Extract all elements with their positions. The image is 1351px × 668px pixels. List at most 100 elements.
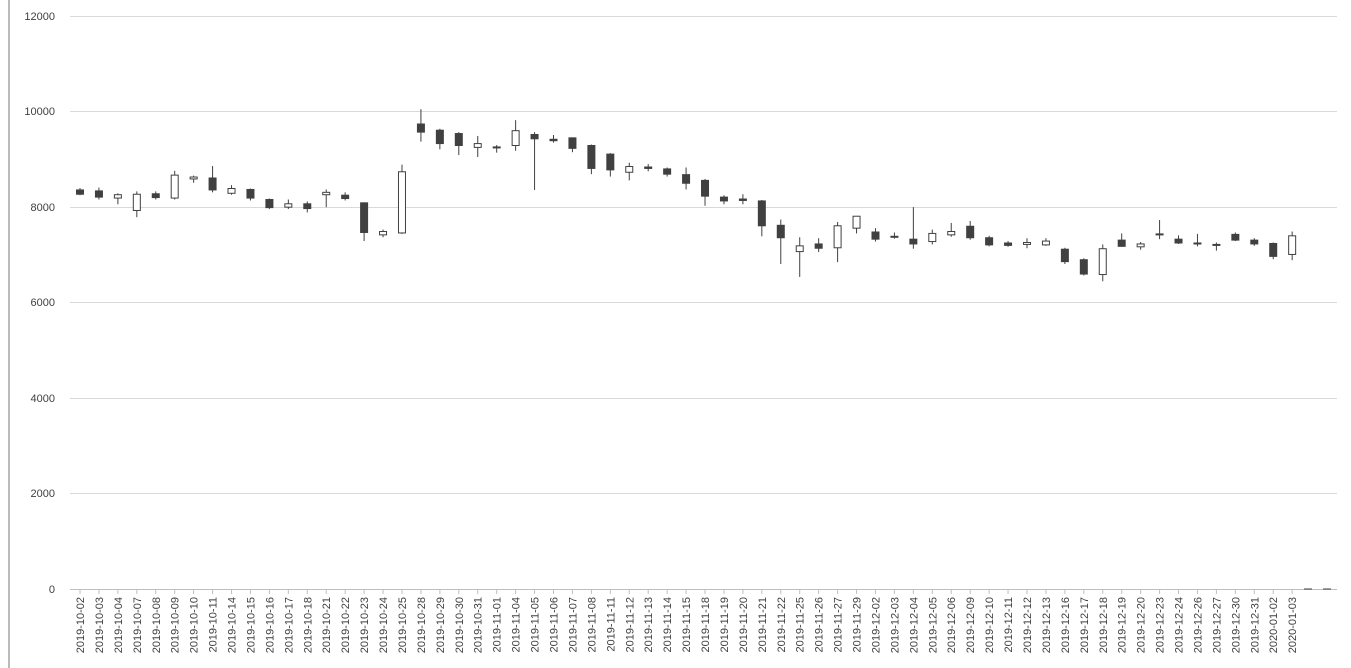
candle: [1212, 242, 1221, 251]
candle: [1269, 242, 1278, 260]
candle-body: [682, 174, 691, 184]
x-tick-label: 2019-12-11: [1003, 597, 1015, 652]
candle-body: [625, 166, 634, 173]
candle-body: [663, 168, 672, 175]
candle: [435, 128, 444, 150]
x-tick-label: 2019-11-29: [852, 597, 864, 652]
candle-body: [795, 245, 804, 253]
candle: [360, 202, 369, 242]
candle-body: [568, 137, 577, 149]
x-tick-label: 2019-10-31: [473, 597, 485, 653]
candle: [852, 215, 861, 234]
x-tick-label: 2019-10-22: [340, 597, 352, 653]
x-tick-label: 2019-12-27: [1211, 597, 1223, 653]
candle-body: [435, 129, 444, 145]
candle-body: [1288, 235, 1297, 255]
candle: [1250, 238, 1259, 246]
candle-body: [738, 198, 747, 201]
x-tick-label: 2019-10-04: [113, 597, 125, 653]
candle-body: [530, 134, 539, 140]
candle-body: [246, 188, 255, 199]
candle: [644, 164, 653, 172]
x-tick-label: 2019-11-19: [719, 597, 731, 652]
candle: [776, 219, 785, 265]
candle-body: [1023, 242, 1031, 245]
candle: [1079, 258, 1088, 276]
candle-body: [284, 203, 293, 208]
x-tick-label: 2019-10-15: [245, 597, 257, 653]
candle: [379, 229, 388, 238]
x-tick-label: 2019-10-23: [359, 597, 371, 653]
candle-body: [208, 177, 217, 191]
x-tick-label: 2019-10-08: [151, 597, 163, 653]
candle-body: [814, 243, 823, 249]
candle: [208, 166, 217, 193]
candle-body: [1004, 242, 1013, 246]
candle-body: [966, 225, 975, 239]
x-tick-label: 2019-10-10: [189, 597, 201, 653]
candle: [265, 198, 274, 210]
candle: [682, 167, 691, 190]
candle: [530, 132, 539, 190]
candle: [76, 188, 84, 196]
candle: [1136, 242, 1145, 250]
x-tick-label: 2019-12-30: [1230, 597, 1242, 653]
x-tick-label: 2019-12-13: [1041, 597, 1053, 653]
x-tick-label: 2019-11-06: [549, 597, 561, 652]
candle: [1004, 241, 1013, 247]
candle-body: [757, 200, 766, 227]
candle-body: [303, 203, 312, 210]
candle: [701, 178, 710, 206]
y-tick-label: 4000: [31, 393, 55, 405]
x-tick-label: 2019-12-04: [908, 597, 920, 653]
candle: [663, 167, 672, 177]
candle-body: [1231, 233, 1240, 241]
x-tick-label: 2019-12-19: [1117, 597, 1129, 653]
candle-body: [890, 235, 899, 238]
candle: [1098, 244, 1107, 282]
x-tick-label: 2020-01-02: [1268, 597, 1280, 653]
candle-body: [606, 153, 615, 171]
candle: [928, 229, 937, 245]
y-tick-label: 0: [49, 584, 55, 596]
candle-body: [360, 202, 369, 233]
candle-body: [587, 144, 596, 169]
candle-body: [511, 130, 520, 146]
x-tick-label: 2019-12-02: [870, 597, 882, 653]
candle-body: [189, 176, 198, 180]
candle: [833, 221, 842, 263]
candle: [871, 228, 880, 242]
candle-body: [833, 225, 842, 249]
candle: [1041, 238, 1050, 246]
candle: [303, 201, 312, 213]
candle-body: [132, 193, 141, 211]
candle-body: [94, 190, 103, 198]
x-tick-label: 2019-10-21: [321, 597, 333, 653]
candle: [795, 237, 804, 277]
x-tick-label: 2020-01-03: [1287, 597, 1299, 653]
candle-body: [473, 143, 482, 148]
x-tick-label: 2019-12-16: [1060, 597, 1072, 653]
candle: [549, 134, 558, 143]
x-tick-label: 2019-12-12: [1022, 597, 1034, 653]
candle: [1174, 235, 1183, 244]
candle: [511, 120, 520, 151]
candle-body: [947, 231, 956, 236]
candle: [151, 191, 160, 200]
candle-body: [397, 171, 406, 234]
candle: [625, 162, 634, 181]
x-tick-label: 2019-10-18: [302, 597, 314, 653]
x-tick-label: 2019-10-17: [283, 597, 295, 653]
candle: [492, 145, 501, 153]
y-tick-label: 8000: [31, 202, 55, 214]
candle: [966, 221, 975, 240]
candle-body: [1117, 239, 1126, 247]
x-tick-label: 2019-10-03: [94, 597, 106, 653]
x-tick-label: 2019-11-08: [586, 597, 598, 652]
candle: [1117, 233, 1126, 247]
x-tick-label: 2019-12-06: [946, 597, 958, 653]
x-tick-label: 2019-11-07: [567, 597, 579, 652]
candle-body: [1136, 243, 1145, 248]
x-tick-label: 2019-10-02: [75, 597, 87, 653]
